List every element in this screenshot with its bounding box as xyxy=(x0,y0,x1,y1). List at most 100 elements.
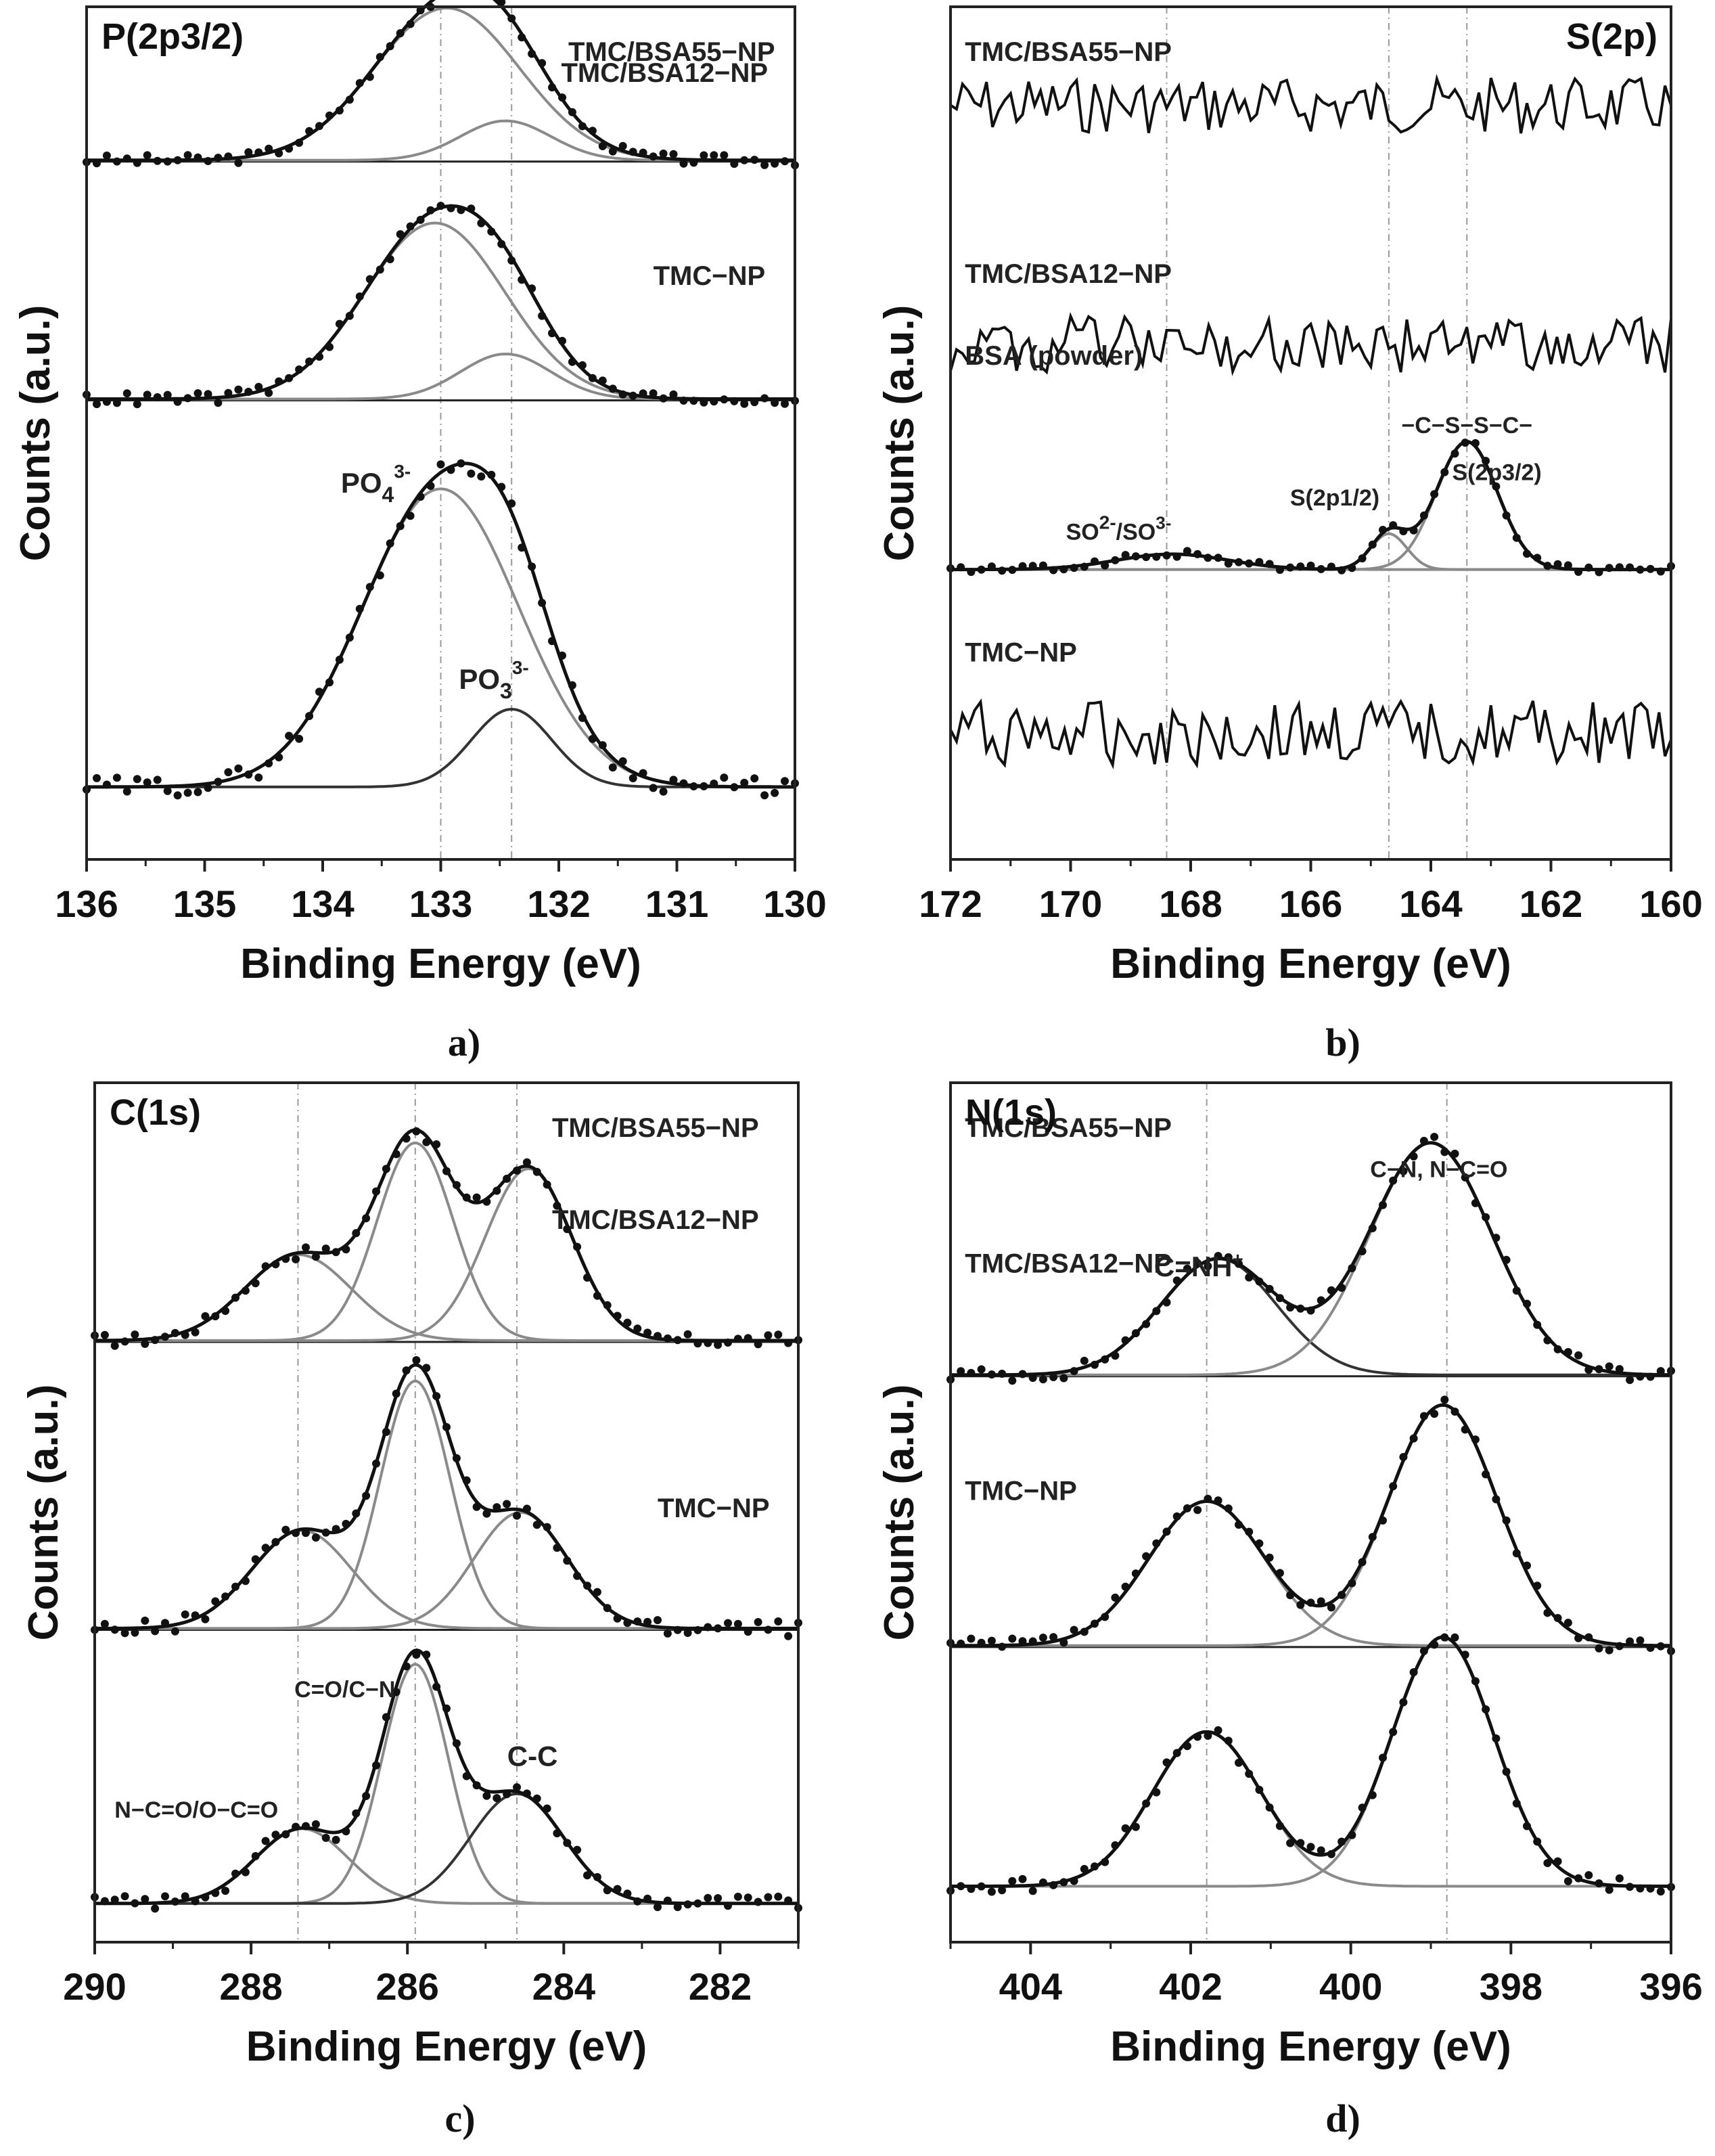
data-point xyxy=(598,741,607,750)
data-point xyxy=(1440,1395,1449,1404)
data-point xyxy=(1348,1264,1356,1272)
data-point xyxy=(331,1525,340,1533)
data-point xyxy=(639,148,647,157)
x-tick-label: 402 xyxy=(1159,1965,1222,2008)
data-point xyxy=(1471,439,1480,447)
data-point xyxy=(1379,526,1387,534)
data-point xyxy=(503,1500,511,1508)
data-point xyxy=(402,1366,411,1375)
data-point xyxy=(633,1897,642,1906)
data-point xyxy=(659,150,668,158)
annotation-superscript: 2- xyxy=(1099,512,1116,533)
x-tick-label: 136 xyxy=(55,882,118,925)
data-point xyxy=(987,1636,996,1645)
x-tick-label: 290 xyxy=(63,1965,126,2008)
x-tick-label: 284 xyxy=(532,1965,595,2008)
data-point xyxy=(331,1835,340,1844)
data-point xyxy=(1337,1284,1346,1292)
data-point xyxy=(1152,552,1161,561)
x-tick-label: 396 xyxy=(1639,1965,1702,2008)
data-point xyxy=(1235,1521,1243,1529)
data-point xyxy=(497,240,506,248)
data-point xyxy=(1553,1345,1562,1353)
trace-2: TMC/BSA12−NP xyxy=(91,1205,802,1640)
data-point xyxy=(693,1339,702,1348)
data-point xyxy=(1553,560,1562,568)
data-point xyxy=(214,154,223,162)
peak-annotation: N−C=O/O−C=O xyxy=(114,1797,278,1823)
data-point xyxy=(623,1619,632,1627)
data-point xyxy=(1265,1284,1274,1293)
data-point xyxy=(1028,1887,1037,1895)
data-point xyxy=(335,106,344,115)
trace-label: TMC/BSA55−NP xyxy=(552,1113,759,1143)
data-point xyxy=(1121,1336,1130,1345)
data-point xyxy=(663,1629,672,1638)
data-point xyxy=(305,712,314,721)
data-point xyxy=(487,470,496,479)
data-point xyxy=(342,1245,350,1254)
data-point xyxy=(365,583,374,591)
data-point xyxy=(588,374,597,382)
data-point xyxy=(1286,563,1295,572)
data-point xyxy=(1389,1176,1398,1185)
data-point xyxy=(1626,1376,1634,1385)
annotation-subscript: 4 xyxy=(382,482,394,507)
annotation-text: SO xyxy=(1066,520,1099,545)
data-point xyxy=(183,788,192,797)
data-point xyxy=(654,1903,662,1912)
data-point xyxy=(406,512,415,520)
data-point xyxy=(1656,1887,1665,1896)
data-point xyxy=(221,1887,230,1895)
data-point xyxy=(998,1886,1007,1895)
data-point xyxy=(1131,1569,1140,1578)
data-point xyxy=(412,1650,421,1659)
data-point xyxy=(462,1772,471,1780)
data-point xyxy=(1574,1874,1583,1883)
data-point xyxy=(1018,562,1027,570)
data-point xyxy=(93,400,101,409)
data-point xyxy=(1306,1306,1315,1315)
data-point xyxy=(442,1167,451,1175)
data-point xyxy=(704,1893,712,1902)
data-point xyxy=(613,1885,622,1893)
data-point xyxy=(1255,1539,1264,1548)
data-point xyxy=(957,1882,965,1891)
trace-label: TMC−NP xyxy=(965,1477,1077,1506)
data-point xyxy=(100,1619,109,1628)
data-point xyxy=(163,157,172,166)
data-point xyxy=(102,780,111,789)
data-point xyxy=(1358,1247,1367,1255)
data-point xyxy=(583,1581,591,1590)
data-point xyxy=(673,1903,682,1912)
data-point xyxy=(1152,1788,1161,1797)
panel-1: TMC/BSA55−NPTMC/BSA12−NPTMC−NPPO43-PO33-… xyxy=(12,0,827,1064)
x-tick-label: 400 xyxy=(1319,1965,1382,2008)
data-point xyxy=(1358,1803,1367,1812)
data-point xyxy=(402,1662,411,1671)
data-point xyxy=(649,152,658,161)
data-point xyxy=(1471,1435,1480,1444)
data-point xyxy=(623,1889,632,1898)
data-point xyxy=(1563,1877,1572,1885)
data-point xyxy=(462,1476,471,1485)
data-point xyxy=(396,230,405,239)
data-point xyxy=(1018,1637,1027,1646)
data-point xyxy=(1595,1644,1603,1653)
data-point xyxy=(352,1229,361,1238)
data-point xyxy=(1162,1758,1171,1767)
data-point xyxy=(1656,1367,1665,1376)
x-tick-label: 134 xyxy=(291,882,354,925)
annotation-text: /SO xyxy=(1116,520,1156,545)
data-point xyxy=(467,204,476,213)
panel-caption: b) xyxy=(1325,1020,1360,1064)
data-point xyxy=(724,1619,732,1627)
data-point xyxy=(593,1872,601,1881)
x-tick-label: 164 xyxy=(1399,882,1462,925)
data-point xyxy=(321,1528,330,1537)
data-point xyxy=(275,149,283,158)
data-point xyxy=(265,388,273,397)
data-point xyxy=(181,1330,189,1339)
data-point xyxy=(112,773,121,782)
data-point xyxy=(628,391,637,400)
